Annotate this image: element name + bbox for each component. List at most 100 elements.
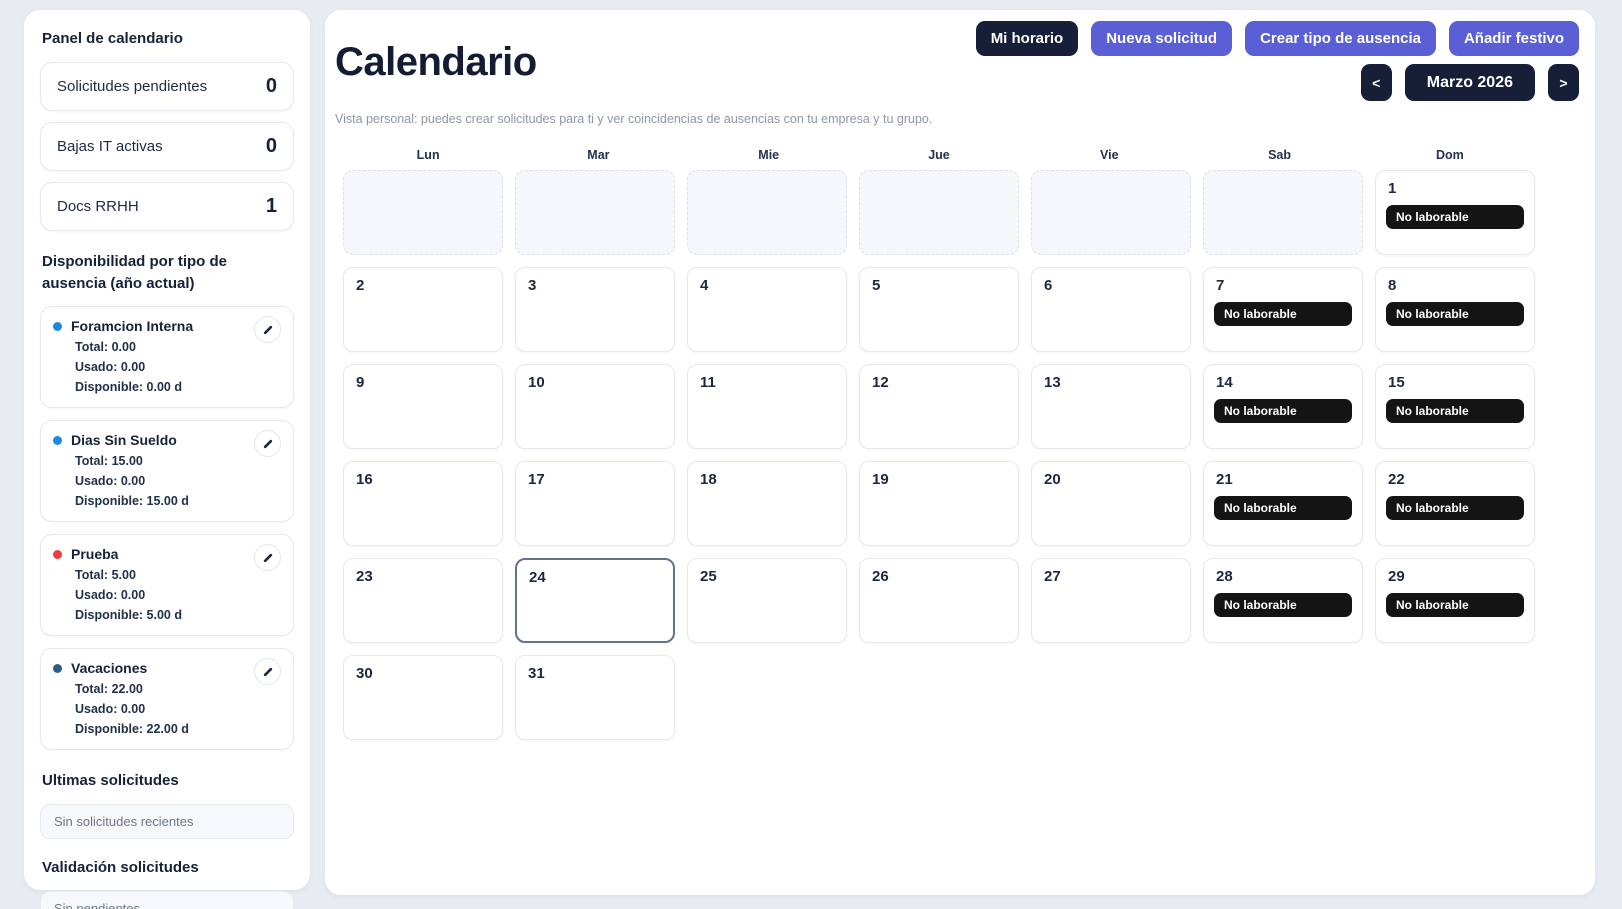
calendar-day-cell[interactable]: 7 No laborable <box>1203 267 1363 352</box>
day-number: 30 <box>356 665 373 682</box>
calendar-day-cell[interactable]: 31 <box>515 655 675 740</box>
calendar-day-cell[interactable]: 22 No laborable <box>1375 461 1535 546</box>
calendar-day-cell[interactable]: 14 No laborable <box>1203 364 1363 449</box>
no-laborable-badge: No laborable <box>1214 593 1352 617</box>
pencil-icon <box>263 667 272 676</box>
calendar-main-panel: Calendario Vista personal: puedes crear … <box>325 10 1595 895</box>
calendar-day-cell[interactable]: 26 <box>859 558 1019 643</box>
calendar-day-cell[interactable]: 10 <box>515 364 675 449</box>
no-laborable-badge: No laborable <box>1386 593 1524 617</box>
day-number: 2 <box>356 277 365 294</box>
calendar-day-cell[interactable]: 6 <box>1031 267 1191 352</box>
day-number: 19 <box>872 471 889 488</box>
type-total: Total: 22.00 <box>75 682 143 697</box>
calendar-empty-slot <box>1375 655 1535 740</box>
calendar-day-cell[interactable]: 21 No laborable <box>1203 461 1363 546</box>
day-number: 23 <box>356 568 373 585</box>
calendar-day-cell[interactable]: 30 <box>343 655 503 740</box>
no-laborable-badge: No laborable <box>1386 496 1524 520</box>
edit-type-button[interactable] <box>254 658 281 686</box>
edit-type-button[interactable] <box>254 316 281 344</box>
calendar-sidebar: Panel de calendario Solicitudes pendient… <box>24 10 310 909</box>
calendar-day-cell[interactable]: 17 <box>515 461 675 546</box>
absence-type-card: Dias Sin Sueldo Total: 15.00 Usado: 0.00… <box>40 420 294 523</box>
calendar-day-cell[interactable]: 25 <box>687 558 847 643</box>
type-color-dot <box>53 435 62 445</box>
calendar-day-cell[interactable]: 4 <box>687 267 847 352</box>
next-month-button[interactable]: > <box>1548 64 1579 101</box>
day-number: 18 <box>700 471 717 488</box>
my-schedule-button[interactable]: Mi horario <box>975 21 1079 56</box>
day-number: 28 <box>1216 568 1233 585</box>
type-used: Usado: 0.00 <box>75 702 146 717</box>
weekday-header: Mie <box>758 148 780 162</box>
calendar-ghost-cell <box>1031 170 1191 255</box>
validation-requests-title: Validación solicitudes <box>42 859 199 876</box>
sidebar-stat-card[interactable]: Docs RRHH 1 <box>40 181 294 231</box>
sidebar-title: Panel de calendario <box>42 30 183 47</box>
day-number: 17 <box>528 471 545 488</box>
calendar-day-cell[interactable]: 8 No laborable <box>1375 267 1535 352</box>
edit-type-button[interactable] <box>254 544 281 572</box>
calendar-day-cell[interactable]: 13 <box>1031 364 1191 449</box>
weekday-header: Mar <box>587 148 610 162</box>
day-number: 6 <box>1044 277 1053 294</box>
calendar-day-cell[interactable]: 3 <box>515 267 675 352</box>
stat-value: 1 <box>265 194 277 217</box>
type-used: Usado: 0.00 <box>75 474 146 489</box>
day-number: 22 <box>1388 471 1405 488</box>
calendar-empty-slot <box>859 655 1019 740</box>
page-title: Calendario <box>335 40 537 84</box>
calendar-day-cell[interactable]: 5 <box>859 267 1019 352</box>
calendar-day-cell[interactable]: 11 <box>687 364 847 449</box>
calendar-day-cell[interactable]: 18 <box>687 461 847 546</box>
new-request-button[interactable]: Nueva solicitud <box>1091 21 1233 56</box>
calendar-ghost-cell <box>343 170 503 255</box>
calendar-day-cell[interactable]: 9 <box>343 364 503 449</box>
calendar-day-cell[interactable]: 1 No laborable <box>1375 170 1535 255</box>
type-available: Disponible: 0.00 d <box>75 380 182 395</box>
type-available: Disponible: 22.00 d <box>75 722 189 737</box>
type-name: Vacaciones <box>71 660 148 677</box>
calendar-ghost-cell <box>859 170 1019 255</box>
calendar-day-cell[interactable]: 27 <box>1031 558 1191 643</box>
current-month-button[interactable]: Marzo 2026 <box>1404 64 1535 101</box>
calendar-empty-slot <box>1031 655 1191 740</box>
pencil-icon <box>263 553 272 562</box>
type-total: Total: 0.00 <box>75 340 136 355</box>
no-laborable-badge: No laborable <box>1214 399 1352 423</box>
add-holiday-button[interactable]: Añadir festivo <box>1448 21 1579 56</box>
type-used: Usado: 0.00 <box>75 588 146 603</box>
day-number: 14 <box>1216 374 1233 391</box>
create-absence-type-button[interactable]: Crear tipo de ausencia <box>1245 21 1436 56</box>
calendar-day-cell[interactable]: 16 <box>343 461 503 546</box>
calendar-day-cell[interactable]: 20 <box>1031 461 1191 546</box>
sidebar-stats: Solicitudes pendientes 0 Bajas IT activa… <box>40 61 294 231</box>
prev-month-button[interactable]: < <box>1360 64 1392 101</box>
day-number: 12 <box>872 374 889 391</box>
calendar-day-cell[interactable]: 12 <box>859 364 1019 449</box>
absence-type-card: Vacaciones Total: 22.00 Usado: 0.00 Disp… <box>40 648 294 751</box>
pencil-icon <box>263 325 272 334</box>
calendar-day-cell[interactable]: 23 <box>343 558 503 643</box>
calendar-empty-slot <box>687 655 847 740</box>
stat-label: Bajas IT activas <box>57 137 163 155</box>
calendar-day-cell[interactable]: 28 No laborable <box>1203 558 1363 643</box>
day-number: 27 <box>1044 568 1061 585</box>
stat-label: Solicitudes pendientes <box>57 77 208 95</box>
recent-requests-title: Ultimas solicitudes <box>42 772 179 790</box>
no-laborable-badge: No laborable <box>1386 302 1524 326</box>
sidebar-stat-card[interactable]: Bajas IT activas 0 <box>40 121 294 171</box>
calendar-day-cell[interactable]: 15 No laborable <box>1375 364 1535 449</box>
calendar-day-cell[interactable]: 19 <box>859 461 1019 546</box>
type-available: Disponible: 15.00 d <box>75 494 189 509</box>
day-number: 11 <box>700 374 716 391</box>
calendar-day-cell[interactable]: 2 <box>343 267 503 352</box>
edit-type-button[interactable] <box>254 430 281 458</box>
calendar-ghost-cell <box>1203 170 1363 255</box>
calendar-empty-slot <box>1203 655 1363 740</box>
calendar-day-cell-today[interactable]: 24 <box>515 558 675 643</box>
type-used: Usado: 0.00 <box>75 360 146 375</box>
sidebar-stat-card[interactable]: Solicitudes pendientes 0 <box>40 61 294 111</box>
calendar-day-cell[interactable]: 29 No laborable <box>1375 558 1535 643</box>
